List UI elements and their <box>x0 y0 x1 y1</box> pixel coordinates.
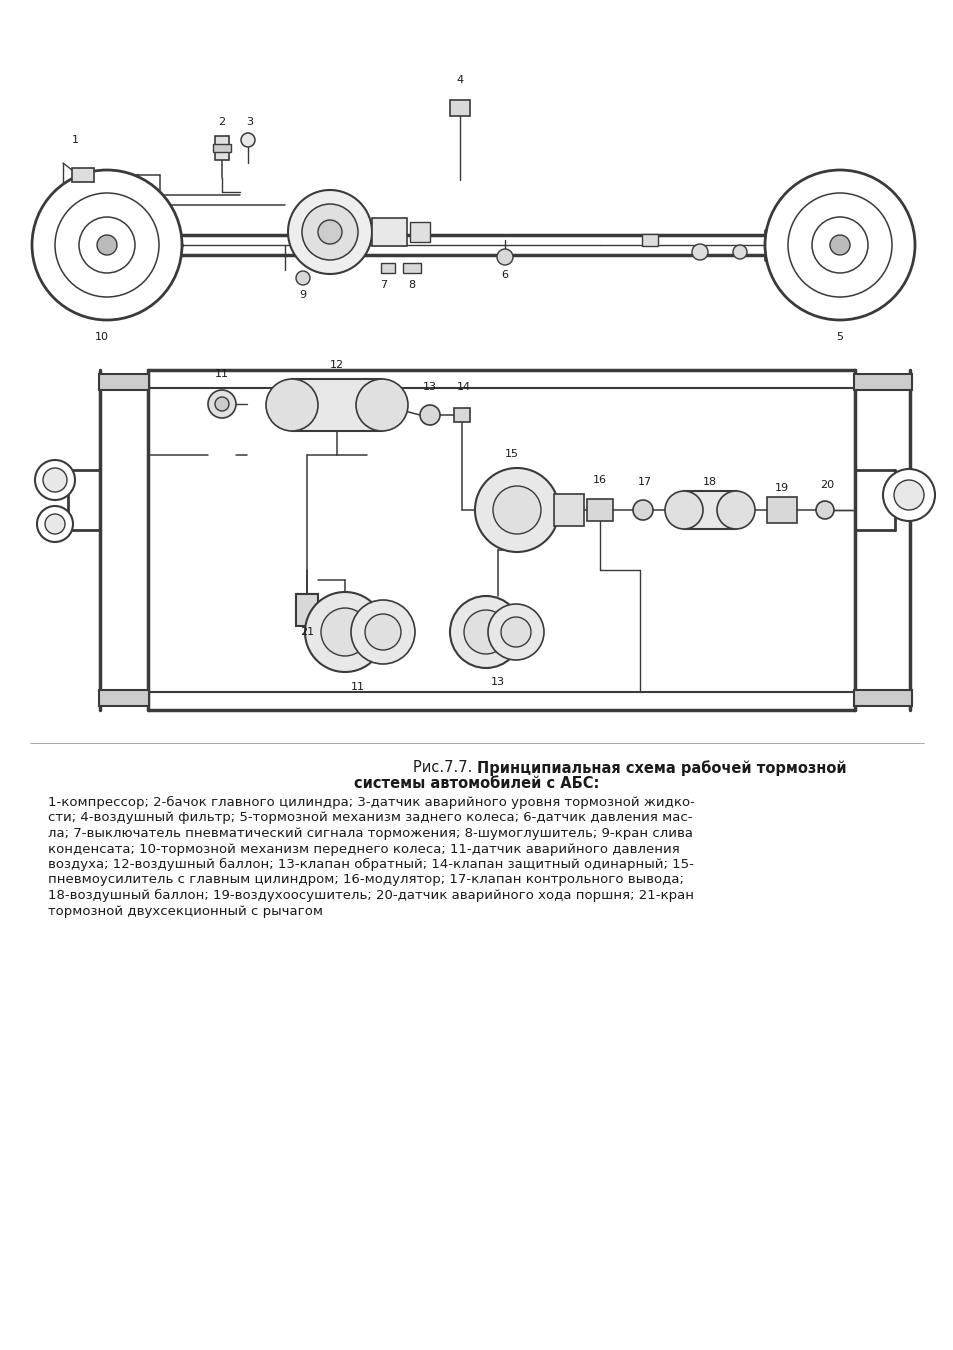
Text: 16: 16 <box>593 475 606 485</box>
Text: 13: 13 <box>422 382 436 391</box>
Circle shape <box>815 501 833 518</box>
Bar <box>295 594 317 626</box>
Circle shape <box>475 468 558 552</box>
Circle shape <box>419 405 439 425</box>
Circle shape <box>45 514 65 535</box>
Circle shape <box>500 617 531 647</box>
Circle shape <box>365 614 400 649</box>
Circle shape <box>295 271 310 285</box>
Circle shape <box>97 235 117 255</box>
Circle shape <box>893 481 923 510</box>
Bar <box>853 374 911 390</box>
Text: системы автомобилей с АБС:: системы автомобилей с АБС: <box>354 776 599 791</box>
Circle shape <box>241 134 254 147</box>
Circle shape <box>488 603 543 660</box>
Bar <box>554 494 583 526</box>
Text: 18-воздушный баллон; 19-воздухоосушитель; 20-датчик аварийного хода поршня; 21-к: 18-воздушный баллон; 19-воздухоосушитель… <box>48 890 693 902</box>
Bar <box>372 217 407 246</box>
Circle shape <box>787 193 891 297</box>
Circle shape <box>811 217 867 273</box>
Text: 17: 17 <box>638 477 652 487</box>
Bar <box>213 144 231 153</box>
Circle shape <box>43 468 67 491</box>
Circle shape <box>764 170 914 320</box>
Circle shape <box>493 486 540 535</box>
Text: тормозной двухсекционный с рычагом: тормозной двухсекционный с рычагом <box>48 904 323 918</box>
Circle shape <box>355 379 408 431</box>
Bar <box>99 690 149 706</box>
Text: 1: 1 <box>71 135 78 144</box>
Bar <box>450 100 470 116</box>
Circle shape <box>497 248 513 265</box>
Text: Рис.7.7.: Рис.7.7. <box>413 760 476 775</box>
Bar <box>641 234 658 246</box>
Text: 8: 8 <box>408 279 416 290</box>
Circle shape <box>351 599 415 664</box>
Text: воздуха; 12-воздушный баллон; 13-клапан обратный; 14-клапан защитный одинарный; : воздуха; 12-воздушный баллон; 13-клапан … <box>48 859 693 871</box>
Text: 1-компрессор; 2-бачок главного цилиндра; 3-датчик аварийного уровня тормозной жи: 1-компрессор; 2-бачок главного цилиндра;… <box>48 796 694 809</box>
Text: сти; 4-воздушный фильтр; 5-тормозной механизм заднего колеса; 6-датчик давления : сти; 4-воздушный фильтр; 5-тормозной мех… <box>48 811 692 825</box>
Bar <box>214 136 229 161</box>
Text: 13: 13 <box>491 676 504 687</box>
Circle shape <box>79 217 135 273</box>
Bar <box>454 408 470 423</box>
Bar <box>766 497 796 522</box>
Text: 10: 10 <box>95 332 109 342</box>
Text: 3: 3 <box>246 117 253 127</box>
Text: 21: 21 <box>299 626 314 637</box>
Bar <box>99 374 149 390</box>
Bar <box>380 263 395 273</box>
Circle shape <box>305 593 385 672</box>
Circle shape <box>302 204 357 261</box>
Text: 11: 11 <box>351 682 365 693</box>
Circle shape <box>717 491 754 529</box>
Circle shape <box>37 506 73 541</box>
Bar <box>292 379 381 431</box>
Text: ла; 7-выключатель пневматический сигнала торможения; 8-шумоглушитель; 9-кран сли: ла; 7-выключатель пневматический сигнала… <box>48 828 692 840</box>
Bar <box>683 491 735 529</box>
Circle shape <box>55 193 159 297</box>
Text: 7: 7 <box>380 279 387 290</box>
Text: 2: 2 <box>218 117 225 127</box>
Circle shape <box>691 244 707 261</box>
Text: 19: 19 <box>774 483 788 493</box>
Bar <box>586 500 613 521</box>
Circle shape <box>317 220 341 244</box>
Text: 20: 20 <box>819 481 833 490</box>
Text: конденсата; 10-тормозной механизм переднего колеса; 11-датчик аварийного давлени: конденсата; 10-тормозной механизм передн… <box>48 842 679 856</box>
Circle shape <box>829 235 849 255</box>
Text: 12: 12 <box>330 360 344 370</box>
Text: 11: 11 <box>214 369 229 379</box>
Circle shape <box>32 170 182 320</box>
Bar <box>853 690 911 706</box>
Text: 9: 9 <box>299 290 306 300</box>
Circle shape <box>288 190 372 274</box>
Circle shape <box>214 397 229 410</box>
Circle shape <box>450 595 521 668</box>
Text: 5: 5 <box>836 332 842 342</box>
Circle shape <box>266 379 317 431</box>
Text: пневмоусилитель с главным цилиндром; 16-модулятор; 17-клапан контрольного вывода: пневмоусилитель с главным цилиндром; 16-… <box>48 873 683 887</box>
Text: 15: 15 <box>504 450 518 459</box>
Circle shape <box>35 460 75 500</box>
Circle shape <box>732 244 746 259</box>
Circle shape <box>664 491 702 529</box>
Text: 6: 6 <box>501 270 508 279</box>
Circle shape <box>463 610 507 653</box>
Bar <box>402 263 420 273</box>
Circle shape <box>208 390 235 418</box>
Circle shape <box>882 468 934 521</box>
Text: 4: 4 <box>456 76 463 85</box>
Text: Принципиальная схема рабочей тормозной: Принципиальная схема рабочей тормозной <box>476 760 845 776</box>
Bar <box>410 221 430 242</box>
Circle shape <box>320 608 369 656</box>
Text: 14: 14 <box>456 382 471 391</box>
Text: 18: 18 <box>702 477 717 487</box>
Circle shape <box>633 500 652 520</box>
Bar <box>71 167 94 182</box>
